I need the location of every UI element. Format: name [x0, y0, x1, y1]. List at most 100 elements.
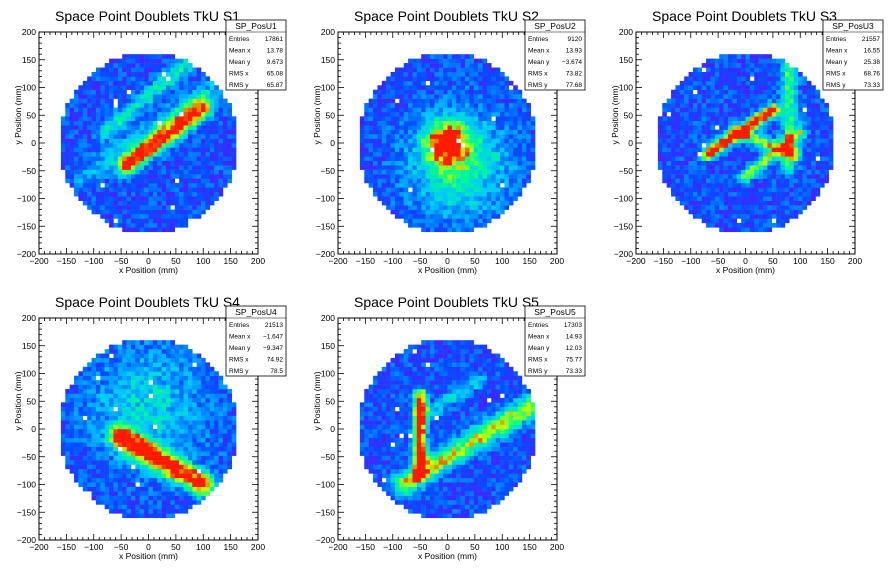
- histogram-bin: [482, 63, 488, 68]
- histogram-bin: [201, 160, 206, 166]
- histogram-bin: [82, 103, 88, 108]
- histogram-bin: [451, 227, 457, 233]
- histogram-bin: [130, 486, 136, 492]
- histogram-bin: [701, 80, 707, 86]
- histogram-bin: [126, 495, 132, 501]
- histogram-bin: [486, 205, 492, 210]
- histogram-bin: [179, 200, 184, 206]
- histogram-bin: [205, 178, 211, 184]
- histogram-bin: [192, 174, 197, 179]
- histogram-bin: [408, 138, 413, 144]
- histogram-bin: [819, 107, 825, 113]
- histogram-bin: [209, 134, 215, 139]
- histogram-bin: [408, 98, 413, 104]
- histogram-bin: [122, 138, 127, 144]
- histogram-bin: [819, 116, 825, 122]
- histogram-bin: [69, 98, 75, 104]
- histogram-bin: [727, 165, 733, 170]
- histogram-bin: [758, 178, 764, 184]
- histogram-bin: [381, 125, 387, 130]
- histogram-bin: [196, 151, 202, 157]
- histogram-bin: [429, 165, 435, 170]
- histogram-bin: [65, 134, 70, 139]
- histogram-bin: [152, 116, 158, 122]
- histogram-bin: [60, 424, 66, 430]
- histogram-bin: [126, 389, 132, 394]
- histogram-bin: [767, 103, 773, 108]
- histogram-bin: [767, 151, 773, 157]
- histogram-bin: [425, 218, 431, 224]
- histogram-panel-4: Space Point Doublets TkU S4−200 −150 −100−…: [13, 294, 287, 561]
- histogram-bin: [390, 169, 396, 175]
- histogram-bin: [91, 482, 97, 487]
- histogram-bin: [767, 169, 773, 175]
- histogram-bin: [675, 89, 681, 95]
- histogram-bin: [222, 134, 228, 139]
- histogram-bin: [745, 200, 751, 206]
- histogram-bin: [451, 156, 457, 162]
- histogram-bin: [697, 89, 702, 95]
- histogram-bin: [473, 76, 479, 82]
- histogram-bin: [122, 455, 127, 461]
- histogram-bin: [117, 218, 123, 224]
- histogram-bin: [789, 191, 794, 197]
- histogram-bin: [78, 420, 84, 425]
- histogram-bin: [478, 169, 483, 175]
- histogram-bin: [692, 98, 698, 104]
- histogram-bin: [530, 138, 536, 144]
- histogram-bin: [482, 71, 488, 77]
- histogram-bin: [451, 138, 457, 144]
- histogram-bin: [749, 67, 755, 73]
- histogram-bin: [723, 151, 729, 157]
- histogram-bin: [82, 116, 88, 122]
- histogram-bin: [776, 143, 781, 148]
- histogram-bin: [793, 67, 799, 73]
- histogram-bin: [473, 98, 479, 104]
- histogram-bin: [495, 151, 501, 157]
- histogram-bin: [113, 433, 119, 439]
- histogram-bin: [166, 138, 171, 144]
- histogram-bin: [74, 169, 79, 175]
- histogram-bin: [482, 191, 488, 197]
- histogram-bin: [482, 120, 488, 126]
- histogram-bin: [491, 187, 496, 193]
- histogram-bin: [771, 151, 777, 157]
- histogram-bin: [109, 344, 114, 350]
- histogram-bin: [78, 169, 84, 175]
- histogram-bin: [130, 218, 136, 224]
- histogram-bin: [684, 200, 689, 206]
- histogram-bin: [122, 143, 127, 148]
- histogram-bin: [793, 85, 799, 90]
- histogram-bin: [196, 205, 202, 210]
- histogram-bin: [811, 138, 816, 144]
- histogram-bin: [91, 174, 97, 179]
- histogram-bin: [819, 151, 825, 157]
- histogram-bin: [60, 415, 66, 421]
- histogram-bin: [469, 160, 475, 166]
- histogram-bin: [403, 76, 409, 82]
- x-axis-label: x Position (mm): [119, 265, 178, 275]
- histogram-bin: [478, 196, 483, 201]
- histogram-bin: [122, 429, 127, 434]
- histogram-bin: [465, 125, 470, 130]
- histogram-bin: [741, 67, 746, 73]
- histogram-bin: [443, 178, 448, 184]
- histogram-bin: [122, 205, 127, 210]
- histogram-bin: [95, 174, 101, 179]
- histogram-bin: [82, 129, 88, 135]
- histogram-bin: [438, 178, 444, 184]
- histogram-bin: [710, 160, 716, 166]
- histogram-bin: [714, 205, 720, 210]
- histogram-bin: [736, 76, 742, 82]
- histogram-bin: [359, 129, 365, 135]
- histogram-bin: [727, 138, 733, 144]
- histogram-bin: [166, 120, 171, 126]
- histogram-bin: [148, 116, 154, 122]
- histogram-bin: [789, 214, 794, 219]
- histogram-bin: [109, 477, 114, 483]
- histogram-bin: [806, 178, 812, 184]
- histogram-bin: [214, 169, 219, 175]
- histogram-bin: [732, 94, 737, 99]
- histogram-bin: [421, 187, 426, 193]
- histogram-bin: [495, 76, 501, 82]
